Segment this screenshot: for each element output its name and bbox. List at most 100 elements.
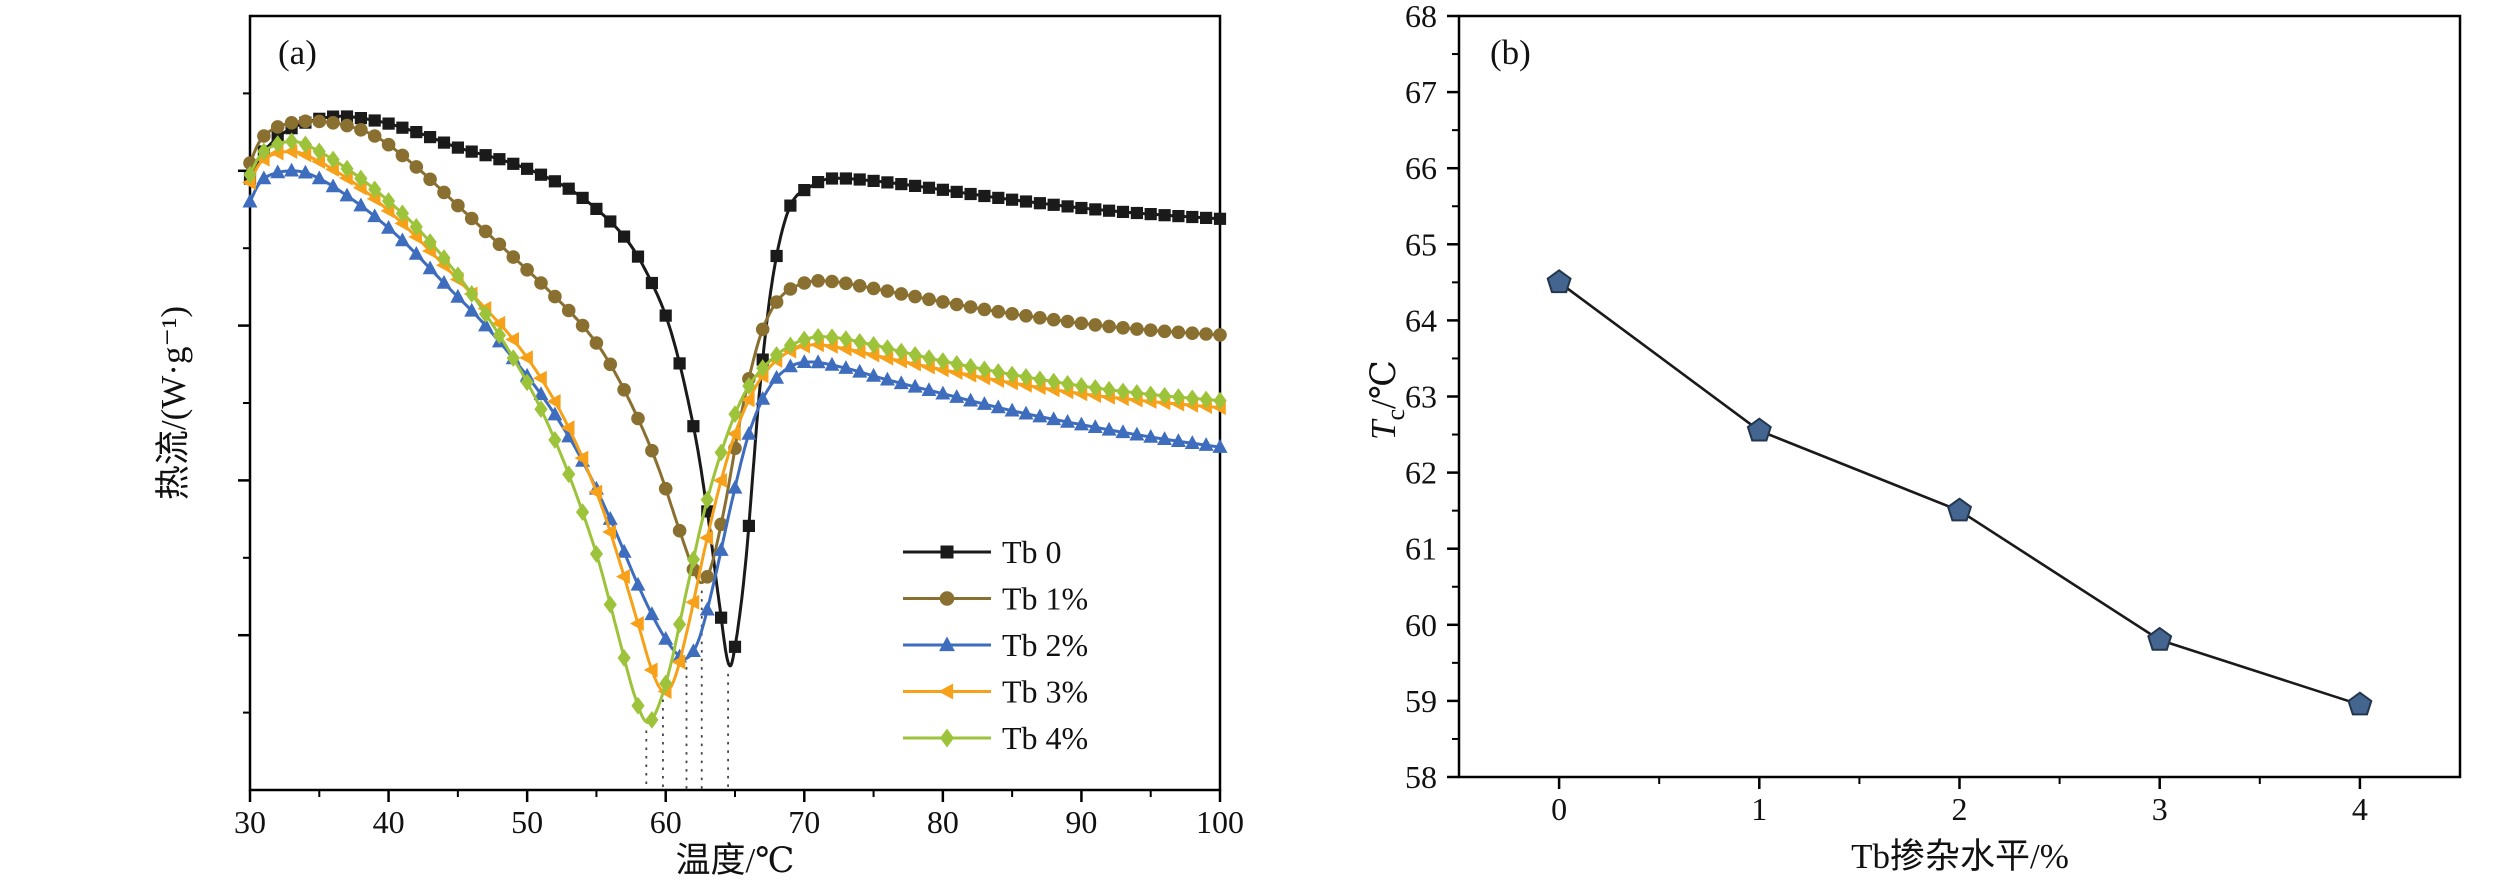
series-tb-2-marker [1129,426,1145,441]
series-tb-2-marker [921,382,937,396]
tc-point-2 [1946,497,1973,522]
series-tb-3-marker [726,426,741,442]
series-tb-2-marker [270,164,286,179]
series-tb-4-marker [589,545,604,563]
legend-item-tb-1: Tb 1% [903,581,1088,617]
series-tb-0-marker [839,172,852,185]
series-tb-2-marker [935,385,951,400]
series-tb-2-marker [990,399,1006,414]
series-tb-1-marker [451,198,465,213]
series-tb-2-marker [838,360,854,374]
series-tb-0-marker [825,172,839,185]
series-tb-3-marker [519,350,533,366]
x-tick-label: 80 [927,804,959,840]
series-tb-4-marker [825,328,839,347]
x-tick-label: 30 [234,804,266,840]
series-tb-1-marker [880,284,895,298]
legend-label: Tb 2% [1002,627,1088,663]
series-tb-0-marker [465,145,478,158]
series-tb-1-marker [645,443,659,458]
series-tb-4-marker [257,142,271,161]
series-tb-0-marker [631,250,645,263]
series-tb-2-marker [907,378,923,393]
series-tb-4-marker [1033,370,1047,389]
series-tb-4-marker [409,217,423,236]
series-tb-2-marker [616,543,632,558]
series-tb-1-marker [866,281,881,296]
series-tb-0-marker [1200,211,1213,225]
series-tb-4-marker [284,132,299,151]
series-tb-0-marker [1089,203,1102,216]
series-tb-3-marker [491,315,506,331]
series-tb-1-marker [354,123,368,137]
series-tb-1-marker [811,274,825,288]
series-tb-1-marker [769,295,784,309]
series-tb-4-marker [381,192,396,210]
series-tb-1-marker [977,302,992,317]
series-tb-4-marker [853,333,867,351]
series-tb-2-marker [852,363,868,378]
series-tb-0-marker [354,112,367,125]
series-tb-1 [243,114,1227,585]
series-tb-0-marker [451,141,464,154]
tc-unit: /℃ [1364,360,1403,409]
triangle-left-marker-icon [938,683,954,700]
series-tb-2-marker [769,369,785,384]
legend-label: Tb 4% [1002,720,1088,756]
series-tb-0-marker [784,199,797,212]
series-tb-0-marker [922,181,936,194]
series-tb-0-marker [964,187,977,201]
tc-vs-doping-chart: (b) Tb掺杂水平/% Tc/℃ 58 59 60 61 62 63 64 65 66 67 68… [1364,0,2462,876]
series-tb-0-marker [618,230,631,243]
series-tb-2-marker [866,367,882,382]
y-tick-label: 59 [1405,683,1437,719]
series-tb-0-marker [1075,201,1088,215]
series-tb-1-marker [284,116,299,130]
series-tb-0-marker [1213,212,1227,225]
series-tb-3-marker [671,654,686,670]
series-tb-4-marker [963,357,978,376]
series-tb-0-marker [1061,200,1074,213]
x-tick-label: 70 [788,804,820,840]
series-tb-1-marker [312,114,327,129]
series-tb-4-marker [1047,372,1061,391]
panel-a-ylabel: 热流/(W·g⁻¹) [154,306,193,500]
series-tb-1-marker [395,148,410,163]
series-tb-4-marker [1171,388,1186,407]
series-tb-2-marker [297,164,313,179]
series-tb-3-marker [546,393,561,409]
tc-points [1546,269,2373,716]
series-tb-1-marker [672,523,687,538]
series-tb-0-marker [1172,210,1185,223]
legend-item-tb-2: Tb 2% [903,627,1088,663]
series-tb-1-marker [797,276,812,290]
series-tb-2-marker [436,274,452,289]
series-tb-0-marker [798,184,811,197]
x-tick-label: 3 [2152,791,2168,827]
series-tb-1-marker [478,224,493,239]
series-tb-1-marker [492,237,507,252]
series-tb-4-marker [368,180,382,199]
series-tb-4-marker [714,443,728,462]
y-tick-label: 62 [1405,455,1437,491]
series-tb-4-marker [437,249,451,267]
tc-point-3 [2147,626,2173,651]
series-tb-2-marker [422,260,438,275]
series-tb-3-marker [629,616,644,632]
series-tb-1-marker [1171,325,1186,340]
series-tb-4-marker [395,204,410,223]
series-tb-4-marker [298,135,313,154]
series-tb-2-marker [242,193,258,208]
series-tb-2-marker [949,389,965,403]
diamond-marker-icon [939,728,955,748]
series-tb-4-marker [1144,385,1158,404]
tc-subscript: c [1381,409,1410,421]
x-tick-label: 100 [1196,804,1244,840]
series-tb-1-marker [257,129,271,143]
series-tb-0-marker [604,215,617,228]
series-tb-4-marker [811,327,825,346]
x-tick-label: 0 [1551,791,1567,827]
series-tb-2-marker [1198,437,1214,451]
triangle-up-marker-icon [939,636,955,652]
series-tb-0-marker [562,182,575,195]
